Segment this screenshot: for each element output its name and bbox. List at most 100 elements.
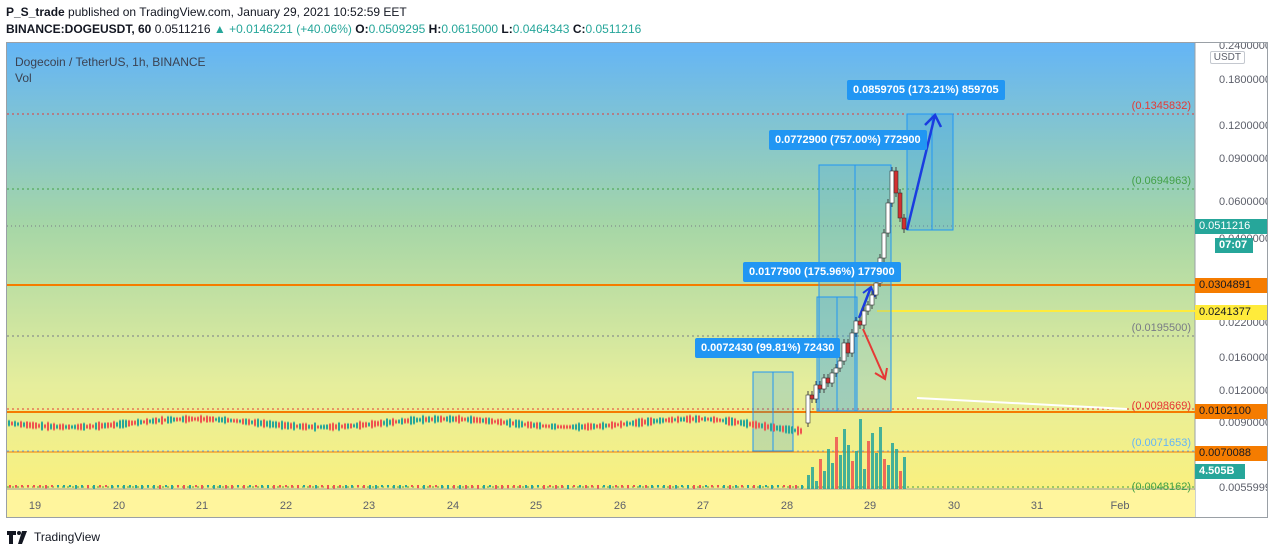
candle-body [551, 423, 553, 429]
volume-bar [135, 485, 137, 489]
open-label: O: [355, 22, 369, 36]
candle-body [845, 342, 851, 354]
volume-bar [765, 485, 767, 488]
chart-canvas[interactable]: (0.1345832) (0.0694963) (0.0195500) (0.0098… [7, 43, 1268, 518]
candle-body [593, 424, 595, 429]
candle-body [731, 417, 733, 426]
volume-bar [729, 485, 731, 489]
candle-body [695, 415, 697, 423]
projection-arrow-up[interactable] [905, 114, 937, 231]
candle-body [287, 422, 289, 429]
volume-bar [823, 471, 826, 489]
volume-bar [213, 485, 215, 489]
candle-body [368, 423, 370, 426]
small-arrow-up[interactable] [857, 286, 873, 319]
candle-body [569, 425, 571, 429]
measure-label-3[interactable]: 0.0177900 (175.96%) 177900 [743, 262, 901, 282]
price-tick-label: 0.0120000 [1219, 385, 1268, 397]
candle-body [398, 420, 400, 423]
volume-bar [429, 485, 431, 488]
candle-body [470, 416, 472, 424]
candle-body [197, 417, 199, 421]
volume-bar [93, 485, 95, 489]
trend-line[interactable] [916, 397, 1128, 410]
volume-bar [141, 485, 143, 489]
candle-body [825, 377, 831, 384]
candle-body [290, 423, 292, 429]
author-name[interactable]: P_S_trade [6, 5, 65, 19]
high-label: H: [428, 22, 442, 36]
candle-body [674, 418, 676, 421]
measure-label-1[interactable]: 0.0859705 (173.21%) 859705 [847, 80, 1005, 100]
volume-legend[interactable]: Vol [15, 71, 32, 85]
candle-body [734, 418, 736, 426]
candle-body [479, 417, 481, 423]
candle-body [656, 419, 658, 423]
volume-bar [489, 485, 491, 488]
candle-body [167, 416, 169, 424]
low-label: L: [501, 22, 513, 36]
volume-bar [33, 485, 35, 488]
candle-body [605, 424, 607, 428]
arrow-head-down-icon [874, 367, 888, 381]
candle-body [671, 417, 673, 423]
candle-body [77, 424, 79, 430]
candle-body [86, 425, 88, 429]
candle-body [110, 423, 112, 427]
candle-body [770, 423, 772, 431]
candle-body [794, 429, 796, 432]
volume-bar [537, 485, 539, 488]
candle-body [191, 417, 193, 421]
low-value: 0.0464343 [512, 22, 570, 36]
candle-body [452, 416, 454, 422]
candle-body [506, 420, 508, 426]
chart-legend-title[interactable]: Dogecoin / TetherUS, 1h, BINANCE [15, 55, 206, 69]
volume-bar [423, 485, 425, 489]
candle-body [122, 420, 124, 428]
publish-info: P_S_trade published on TradingView.com, … [6, 4, 407, 20]
candle-body [14, 421, 16, 427]
candle-body [653, 419, 655, 424]
pullback-arrow[interactable] [862, 328, 886, 380]
candle-body [494, 420, 496, 423]
volume-bar [303, 485, 305, 488]
candle-body [581, 424, 583, 429]
candle-body [713, 416, 715, 423]
candle-body [71, 425, 73, 429]
volume-bar [225, 485, 227, 489]
candle-body [119, 420, 121, 428]
candle-body [344, 423, 346, 429]
candle-body [485, 418, 487, 424]
volume-bar [693, 485, 695, 489]
chart-frame[interactable]: (0.1345832) (0.0694963) (0.0195500) (0.0098… [6, 42, 1268, 518]
candle-body [683, 417, 685, 421]
volume-bar [69, 485, 71, 488]
volume-bar [723, 485, 725, 489]
candle-body [53, 423, 55, 430]
candle-body [566, 425, 568, 429]
candle-body [530, 422, 532, 428]
candle-body [740, 420, 742, 426]
candle-body [698, 416, 700, 422]
candles-group [8, 167, 907, 436]
measure-label-4[interactable]: 0.0072430 (99.81%) 72430 [695, 338, 841, 358]
volume-bar [867, 441, 870, 489]
price-tick-label: 0.0160000 [1219, 352, 1268, 364]
volume-bar [249, 485, 251, 488]
volume-bar [633, 485, 635, 488]
candle-body [128, 420, 130, 427]
volume-bar [777, 485, 779, 488]
footer-brand[interactable]: TradingView [34, 530, 101, 544]
candle-body [865, 304, 871, 312]
volume-bar [895, 449, 898, 489]
currency-badge[interactable]: USDT [1209, 51, 1245, 64]
candle-body [677, 416, 679, 423]
candle-body [176, 417, 178, 421]
volume-bar [835, 437, 838, 489]
volume-bar [441, 485, 443, 489]
candle-body [785, 425, 787, 433]
candle-body [665, 418, 667, 422]
candle-body [374, 421, 376, 427]
measure-label-2[interactable]: 0.0772900 (757.00%) 772900 [769, 130, 927, 150]
volume-bar [471, 485, 473, 489]
